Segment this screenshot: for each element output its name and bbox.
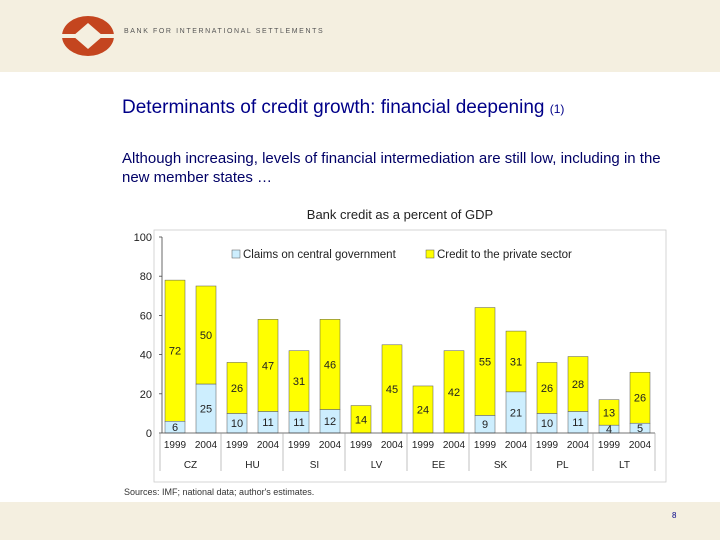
bar-label-private: 31 — [293, 376, 305, 388]
bar-label-government: 5 — [637, 423, 643, 435]
group-label: PL — [556, 460, 569, 471]
x-tick-label: 2004 — [319, 440, 342, 451]
y-axis: 0 20 40 60 80 100 — [134, 232, 163, 440]
x-tick-label: 2004 — [567, 440, 590, 451]
bar-label-private: 50 — [200, 330, 212, 342]
chart-title: Bank credit as a percent of GDP — [307, 207, 493, 222]
y-tick-label: 80 — [140, 271, 152, 283]
header-band — [0, 0, 720, 72]
y-tick-label: 60 — [140, 310, 152, 322]
bar-label-private: 24 — [417, 404, 429, 416]
bar-chart: Bank credit as a percent of GDP 0 20 40 60 8… — [124, 207, 667, 497]
x-tick-label: 2004 — [257, 440, 280, 451]
page-number: 8 — [672, 511, 677, 520]
bar-private — [536, 362, 558, 414]
x-tick-label: 2004 — [629, 440, 652, 451]
slide-subtitle: Although increasing, levels of financial… — [122, 150, 661, 186]
bar-label-private: 26 — [541, 383, 553, 395]
group-label: LT — [619, 460, 630, 471]
bar-label-government: 11 — [572, 417, 583, 429]
bar-label-private: 45 — [386, 384, 398, 396]
group-label: EE — [432, 460, 446, 471]
y-tick-label: 100 — [134, 232, 152, 244]
x-tick-label: 2004 — [381, 440, 404, 451]
x-tick-label: 2004 — [505, 440, 528, 451]
x-tick-label: 1999 — [536, 440, 559, 451]
x-tick-label: 1999 — [412, 440, 435, 451]
bar-label-government: 12 — [324, 416, 336, 428]
y-tick-label: 40 — [140, 350, 152, 362]
bar-label-private: 42 — [448, 387, 460, 399]
y-tick-label: 0 — [146, 428, 152, 440]
bar-label-private: 26 — [231, 383, 243, 395]
y-tick-label: 20 — [140, 389, 152, 401]
bar-label-government: 11 — [262, 417, 273, 429]
bar-label-private: 28 — [572, 379, 584, 391]
x-axis: 1999 2004 1999 2004 1999 2004 1999 2004 1999 2004… — [159, 432, 656, 471]
bar-private — [226, 362, 248, 414]
bar-label-government: 10 — [231, 418, 243, 430]
bar-label-government: 21 — [510, 407, 522, 419]
bar-label-private: 47 — [262, 360, 274, 372]
bar-label-private: 46 — [324, 359, 336, 371]
bar-private — [474, 307, 496, 416]
x-tick-label: 2004 — [195, 440, 218, 451]
plot-frame — [153, 229, 667, 483]
legend: Claims on central government Credit to th… — [231, 249, 572, 261]
bar-label-private: 55 — [479, 356, 491, 368]
chart-source-note: Sources: IMF; national data; author's es… — [124, 487, 314, 497]
bar-private — [288, 350, 310, 412]
x-tick-label: 1999 — [598, 440, 621, 451]
bar-label-private: 31 — [510, 356, 522, 368]
x-tick-label: 2004 — [443, 440, 466, 451]
bar-private — [567, 356, 589, 412]
bar-label-private: 26 — [634, 393, 646, 405]
group-label: SK — [494, 460, 508, 471]
legend-label: Claims on central government — [243, 249, 397, 261]
x-tick-label: 1999 — [350, 440, 373, 451]
bar-private — [598, 399, 620, 426]
bar-private — [257, 319, 279, 412]
organization-name: BANK FOR INTERNATIONAL SETTLEMENTS — [124, 28, 325, 35]
legend-swatch — [231, 249, 241, 259]
bar-series: 6722550102611471131124614452442955213110… — [164, 279, 651, 436]
group-label: CZ — [184, 460, 197, 471]
group-label: LV — [371, 460, 383, 471]
footer-band — [0, 502, 720, 540]
bar-private — [164, 279, 186, 422]
x-tick-label: 1999 — [164, 440, 187, 451]
group-label: HU — [245, 460, 259, 471]
slide-title-note: (1) — [549, 102, 565, 116]
bar-private — [195, 285, 217, 385]
slide-title: Determinants of credit growth: financial… — [122, 97, 564, 119]
x-tick-label: 1999 — [474, 440, 497, 451]
bar-private — [629, 371, 651, 424]
group-label: SI — [310, 460, 319, 471]
bar-label-private: 14 — [355, 414, 367, 426]
bis-logo — [60, 14, 116, 58]
bar-label-private: 13 — [603, 407, 615, 419]
bar-label-government: 25 — [200, 404, 212, 416]
legend-label: Credit to the private sector — [437, 249, 572, 261]
bar-label-government: 11 — [293, 417, 304, 429]
bar-label-government: 9 — [482, 419, 488, 431]
bar-private — [505, 330, 527, 393]
x-tick-label: 1999 — [288, 440, 311, 451]
slide-title-text: Determinants of credit growth: financial… — [122, 97, 545, 118]
x-tick-label: 1999 — [226, 440, 249, 451]
bar-label-government: 6 — [172, 422, 178, 434]
bar-private — [319, 319, 341, 410]
legend-swatch — [425, 249, 435, 259]
bar-label-government: 4 — [606, 424, 612, 436]
bar-label-private: 72 — [169, 346, 181, 358]
bar-label-government: 10 — [541, 418, 553, 430]
